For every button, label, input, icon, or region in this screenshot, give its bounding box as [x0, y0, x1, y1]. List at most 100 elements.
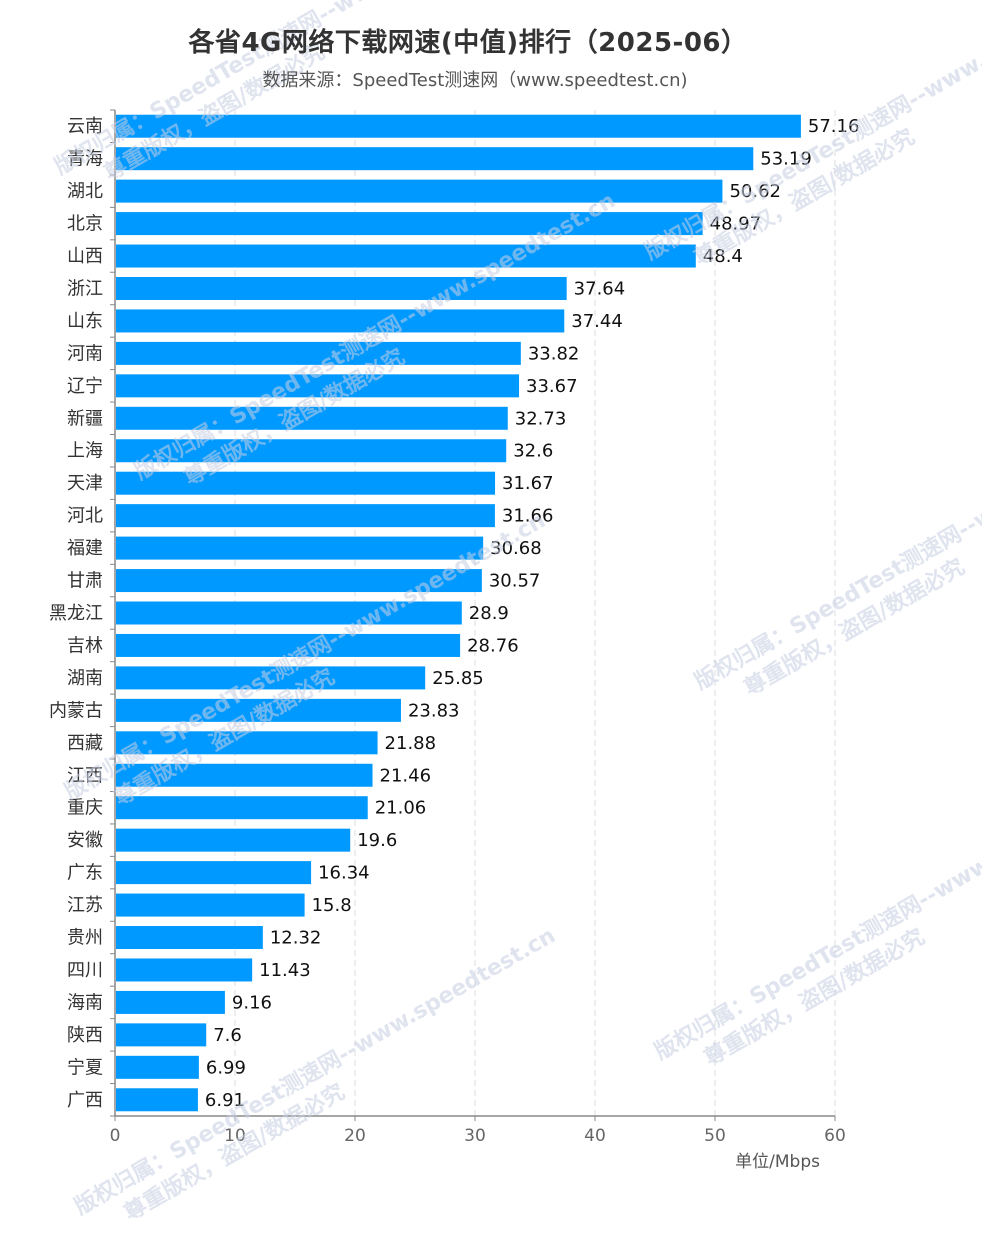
bar: [116, 569, 482, 593]
data-label: 32.6: [513, 441, 553, 462]
category-label: 新疆: [67, 408, 103, 429]
chart-subtitle: 数据来源：SpeedTest测速网（www.speedtest.cn): [262, 70, 688, 91]
category-label: 山西: [67, 246, 103, 267]
data-label: 57.16: [808, 116, 860, 137]
data-label: 23.83: [408, 700, 460, 721]
bar: [116, 796, 368, 820]
category-label: 山东: [67, 311, 103, 332]
category-label: 上海: [67, 441, 103, 462]
bar: [116, 309, 565, 333]
bar: [116, 212, 703, 236]
category-label: 河北: [67, 506, 103, 527]
bar: [116, 990, 225, 1014]
category-label: 西藏: [67, 733, 103, 754]
category-label: 宁夏: [67, 1057, 103, 1078]
data-label: 28.9: [469, 603, 509, 624]
data-label: 21.06: [375, 798, 427, 819]
bar: [116, 958, 253, 982]
axes: 云南青海湖北北京山西浙江山东河南辽宁新疆上海天津河北福建甘肃黑龙江吉林湖南内蒙古…: [49, 109, 846, 1172]
data-label: 15.8: [312, 895, 352, 916]
category-label: 江苏: [67, 895, 103, 916]
x-tick-label: 40: [584, 1126, 606, 1146]
category-label: 北京: [67, 214, 103, 235]
bar: [116, 633, 461, 657]
bar: [116, 861, 312, 885]
category-label: 四川: [67, 960, 103, 981]
data-label: 33.82: [528, 343, 580, 364]
data-label: 30.57: [489, 571, 541, 592]
category-label: 内蒙古: [49, 700, 103, 721]
bar: [116, 536, 484, 560]
x-tick-label: 60: [824, 1126, 846, 1146]
category-label: 江西: [67, 765, 103, 786]
bar: [116, 504, 495, 528]
bar: [116, 471, 496, 495]
data-label: 6.99: [206, 1057, 246, 1078]
bar: [116, 179, 723, 203]
x-tick-label: 50: [704, 1126, 726, 1146]
x-tick-label: 10: [224, 1126, 246, 1146]
category-label: 湖北: [67, 181, 103, 202]
bar: [116, 763, 373, 787]
bar: [116, 244, 696, 268]
chart-title: 各省4G网络下载网速(中值)排行（2025-06）: [188, 28, 748, 58]
data-label: 31.67: [502, 473, 554, 494]
data-label: 33.67: [526, 376, 578, 397]
data-label: 25.85: [432, 668, 484, 689]
category-label: 浙江: [67, 278, 103, 299]
data-label: 37.44: [571, 311, 623, 332]
bar: [116, 698, 401, 722]
category-label: 福建: [67, 538, 103, 559]
data-label: 53.19: [760, 149, 812, 170]
category-label: 辽宁: [67, 376, 103, 397]
bar: [116, 276, 567, 300]
category-label: 黑龙江: [49, 603, 103, 624]
bar: [116, 828, 351, 852]
bar: [116, 893, 305, 917]
data-label: 48.97: [710, 214, 762, 235]
category-label: 云南: [67, 116, 103, 137]
data-label: 50.62: [729, 181, 781, 202]
bar: [116, 439, 507, 463]
data-label: 11.43: [259, 960, 311, 981]
category-label: 陕西: [67, 1025, 103, 1046]
bar: [116, 1055, 199, 1079]
watermark-text: 版权归属：SpeedTest测速网--www.speedtest.cn: [650, 767, 982, 1065]
data-label: 21.46: [380, 765, 432, 786]
data-label: 16.34: [318, 863, 370, 884]
x-tick-label: 30: [464, 1126, 486, 1146]
data-label: 21.88: [385, 733, 437, 754]
bar: [116, 114, 801, 138]
bar: [116, 147, 754, 171]
data-label: 9.16: [232, 992, 272, 1013]
data-label: 48.4: [703, 246, 743, 267]
data-label: 12.32: [270, 928, 322, 949]
bar: [116, 926, 263, 950]
bar: [116, 731, 378, 755]
bar-series: 57.16 53.19 50.62 48.97 48.4 37.64 37.44 33.82 3…: [116, 114, 860, 1112]
data-label: 19.6: [357, 830, 397, 851]
category-label: 贵州: [67, 928, 103, 949]
category-label: 吉林: [67, 635, 103, 656]
x-axis-label: 单位/Mbps: [735, 1152, 820, 1172]
category-label: 广西: [67, 1090, 103, 1111]
category-label: 海南: [67, 992, 103, 1013]
bar: [116, 601, 462, 625]
bar: [116, 406, 508, 430]
x-tick-label: 20: [344, 1126, 366, 1146]
category-label: 河南: [67, 343, 103, 364]
data-label: 30.68: [490, 538, 542, 559]
data-label: 28.76: [467, 635, 519, 656]
data-label: 31.66: [502, 506, 554, 527]
x-tick-label: 0: [110, 1126, 121, 1146]
bar: [116, 1088, 198, 1112]
bar: [116, 1023, 207, 1047]
data-label: 32.73: [515, 408, 567, 429]
category-label: 重庆: [67, 798, 103, 819]
data-label: 7.6: [213, 1025, 242, 1046]
category-label: 广东: [67, 863, 103, 884]
category-label: 天津: [67, 473, 103, 494]
bar: [116, 341, 521, 365]
bar: [116, 374, 520, 398]
